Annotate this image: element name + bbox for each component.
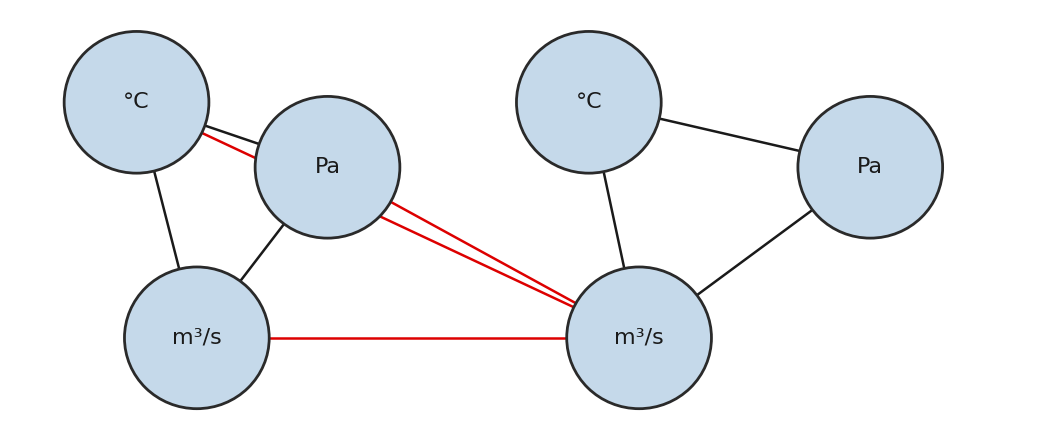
Ellipse shape bbox=[255, 96, 400, 238]
Ellipse shape bbox=[798, 96, 942, 238]
Text: m³/s: m³/s bbox=[172, 328, 222, 348]
Ellipse shape bbox=[516, 32, 662, 173]
Text: Pa: Pa bbox=[314, 157, 340, 177]
Ellipse shape bbox=[566, 267, 712, 409]
Ellipse shape bbox=[125, 267, 269, 409]
Text: Pa: Pa bbox=[857, 157, 884, 177]
Ellipse shape bbox=[64, 32, 209, 173]
Text: °C: °C bbox=[576, 92, 602, 112]
Text: m³/s: m³/s bbox=[615, 328, 664, 348]
Text: °C: °C bbox=[124, 92, 150, 112]
